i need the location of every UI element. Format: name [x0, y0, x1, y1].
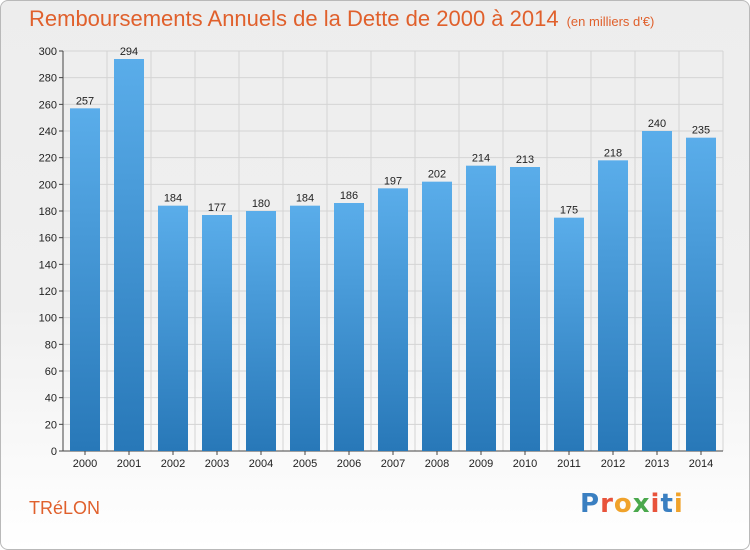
logo-letter-2: o	[613, 489, 633, 519]
x-tick-label-2003: 2003	[205, 458, 229, 470]
bar-2005	[290, 205, 320, 451]
bar-2007	[378, 188, 408, 452]
y-tick-label-60: 60	[45, 366, 57, 378]
bar-2003	[202, 215, 232, 451]
value-label-2004: 180	[252, 198, 270, 210]
x-tick-label-2007: 2007	[381, 458, 405, 470]
y-tick-label-160: 160	[39, 233, 57, 245]
y-tick-label-220: 220	[39, 153, 57, 165]
bar-2011	[554, 217, 584, 451]
y-tick-label-0: 0	[51, 446, 57, 458]
value-label-2012: 218	[604, 147, 622, 159]
x-tick-label-2001: 2001	[117, 458, 141, 470]
y-tick-label-140: 140	[39, 259, 57, 271]
x-tick-label-2011: 2011	[557, 458, 581, 470]
value-label-2001: 294	[120, 46, 138, 58]
chart-title-unit: (en milliers d'€)	[566, 14, 655, 29]
value-label-2011: 175	[560, 205, 578, 217]
y-tick-label-280: 280	[39, 73, 57, 85]
bar-2013	[642, 131, 672, 451]
bar-2006	[334, 203, 364, 451]
x-tick-label-2009: 2009	[469, 458, 493, 470]
bar-2012	[598, 160, 628, 452]
chart-title: Remboursements Annuels de la Dette de 20…	[29, 6, 654, 32]
y-tick-label-240: 240	[39, 126, 57, 138]
x-tick-label-2005: 2005	[293, 458, 317, 470]
value-label-2014: 235	[692, 125, 710, 137]
value-labels: 257 294 184 177 180 184 186 197 202 214 213 175 218 2…	[76, 46, 710, 217]
x-tick-label-2014: 2014	[689, 458, 713, 470]
value-label-2009: 214	[472, 153, 490, 165]
bar-2000	[70, 108, 100, 451]
axes: 0 20 40 60 80 100 120 140 160 180 200 220 240 260 280 3…	[39, 46, 723, 470]
x-tick-label-2000: 2000	[73, 458, 97, 470]
bar-2001	[114, 59, 144, 451]
logo-letter-0: P	[580, 489, 601, 519]
x-tick-label-2013: 2013	[645, 458, 669, 470]
logo-letter-5: t	[660, 489, 674, 519]
y-tick-label-180: 180	[39, 206, 57, 218]
value-label-2010: 213	[516, 154, 534, 166]
x-tick-label-2004: 2004	[249, 458, 273, 470]
y-tick-label-260: 260	[39, 99, 57, 111]
logo-letter-4: i	[650, 489, 661, 519]
bars	[70, 59, 716, 452]
bar-2014	[686, 137, 716, 451]
commune-name: TRéLON	[29, 498, 101, 518]
x-tick-label-2002: 2002	[161, 458, 185, 470]
x-tick-label-2006: 2006	[337, 458, 361, 470]
y-tick-label-100: 100	[39, 313, 57, 325]
x-tick-label-2010: 2010	[513, 458, 537, 470]
bar-2010	[510, 167, 540, 451]
bar-2004	[246, 211, 276, 451]
bar-2009	[466, 165, 496, 451]
proxiti-logo: Proxiti	[580, 489, 684, 519]
y-tick-label-300: 300	[39, 46, 57, 58]
value-label-2006: 186	[340, 190, 358, 202]
value-label-2003: 177	[208, 202, 226, 214]
logo-letter-1: r	[600, 489, 614, 519]
bar-2008	[422, 181, 452, 451]
value-label-2000: 257	[76, 95, 94, 107]
logo-letter-6: i	[673, 489, 684, 519]
bar-2002	[158, 205, 188, 451]
y-tick-label-200: 200	[39, 179, 57, 191]
chart-title-text: Remboursements Annuels de la Dette de 20…	[29, 6, 559, 31]
value-label-2008: 202	[428, 169, 446, 181]
value-label-2002: 184	[164, 193, 182, 205]
value-label-2005: 184	[296, 193, 314, 205]
x-tick-label-2012: 2012	[601, 458, 625, 470]
value-label-2013: 240	[648, 118, 666, 130]
y-tick-label-40: 40	[45, 393, 57, 405]
y-tick-label-120: 120	[39, 286, 57, 298]
y-tick-label-20: 20	[45, 419, 57, 431]
value-label-2007: 197	[384, 175, 402, 187]
logo-letter-3: x	[632, 489, 651, 519]
y-tick-label-80: 80	[45, 339, 57, 351]
x-tick-label-2008: 2008	[425, 458, 449, 470]
